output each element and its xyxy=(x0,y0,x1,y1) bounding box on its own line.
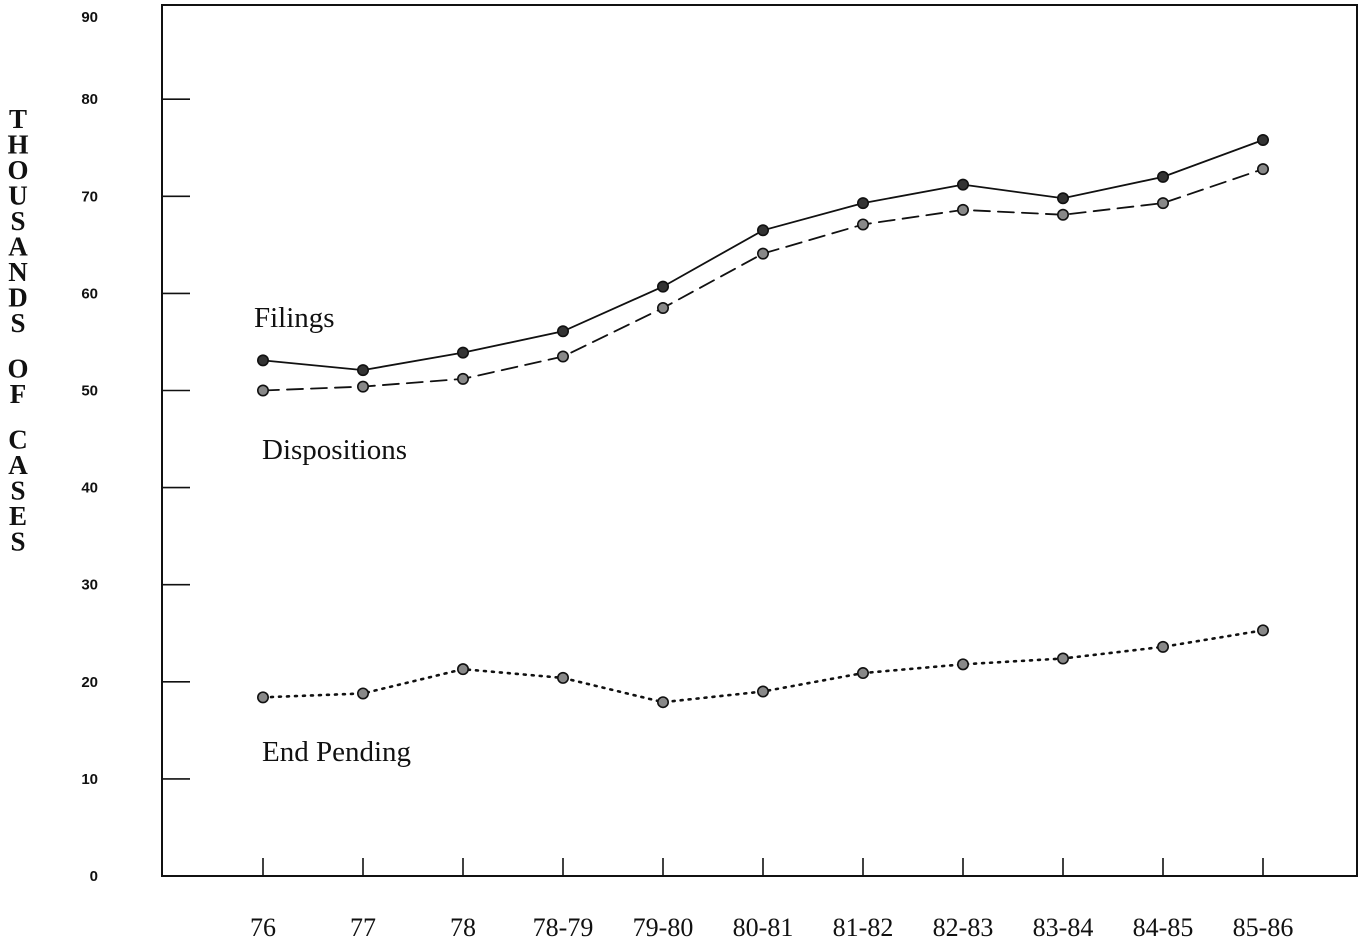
y-tick-label: 90 xyxy=(81,9,98,26)
y-axis-label-letter: O xyxy=(7,354,28,384)
y-axis-label-letter: T xyxy=(9,104,27,134)
x-tick-label: 78 xyxy=(450,913,476,942)
y-axis-label-letter: N xyxy=(8,257,28,287)
y-axis: 0 10 20 30 40 50 60 70 80 90 xyxy=(81,9,190,885)
series-0-point xyxy=(456,346,469,359)
y-axis-label-letter: S xyxy=(10,476,25,506)
x-tick-label: 76 xyxy=(250,913,276,942)
y-axis-label-letter: U xyxy=(8,181,28,211)
series-0-point xyxy=(1057,192,1070,205)
x-axis: 76 77 78 78-79 79-80 80-81 81-82 82-83 83-84 84-8… xyxy=(250,858,1293,942)
series-label: End Pending xyxy=(262,736,411,768)
series-0-point xyxy=(1157,170,1170,183)
x-tick-label: 84-85 xyxy=(1133,913,1194,942)
series-2-point xyxy=(456,663,469,676)
series-line-1 xyxy=(262,168,1264,392)
x-tick-label: 85-86 xyxy=(1233,913,1294,942)
series-0-point xyxy=(656,280,669,293)
series-2-point xyxy=(356,687,369,700)
series-1-point xyxy=(1257,163,1270,176)
series-0-point xyxy=(1257,133,1270,146)
series-2-point xyxy=(256,691,269,704)
y-axis-label-letter: C xyxy=(8,425,28,455)
series-1-point xyxy=(456,372,469,385)
y-tick-label: 10 xyxy=(81,771,98,788)
y-axis-label-letter: S xyxy=(10,206,25,236)
y-axis-label-letter: F xyxy=(10,379,27,409)
series-1-point xyxy=(356,380,369,393)
y-axis-label-letter: H xyxy=(7,130,28,160)
y-tick-label: 40 xyxy=(81,480,98,497)
y-tick-label: 0 xyxy=(90,868,98,885)
series-0-point xyxy=(356,364,369,377)
x-tick-label: 83-84 xyxy=(1033,913,1094,942)
series-0-point xyxy=(956,178,969,191)
series-1-point xyxy=(656,301,669,314)
y-axis-label-letter: S xyxy=(10,527,25,557)
y-tick-label: 70 xyxy=(81,188,98,205)
series-1-point xyxy=(256,384,269,397)
series-1-point xyxy=(556,350,569,363)
series-0-point xyxy=(256,354,269,367)
plot-frame xyxy=(161,4,1358,877)
y-axis-label-letter: E xyxy=(9,501,27,531)
x-tick-label: 81-82 xyxy=(833,913,894,942)
x-tick-label: 77 xyxy=(350,913,376,942)
series-0-point xyxy=(556,325,569,338)
series-2-point xyxy=(856,667,869,680)
y-tick-label: 80 xyxy=(81,91,98,108)
y-tick-label: 60 xyxy=(81,285,98,302)
series-2-point xyxy=(956,658,969,671)
series-1-point xyxy=(756,247,769,260)
x-tick-label: 82-83 xyxy=(933,913,994,942)
x-tick-label: 79-80 xyxy=(633,913,694,942)
y-axis-label-letter: A xyxy=(8,450,28,480)
series-labels: Filings Dispositions End Pending xyxy=(254,302,411,768)
series-0-point xyxy=(856,197,869,210)
series-1-point xyxy=(1057,208,1070,221)
series-1-point xyxy=(956,203,969,216)
series-label: Dispositions xyxy=(262,434,407,466)
y-tick-label: 20 xyxy=(81,674,98,691)
y-axis-label-letter: A xyxy=(8,232,28,262)
series-0-point xyxy=(756,224,769,237)
y-tick-label: 50 xyxy=(81,383,98,400)
series-2-point xyxy=(1057,652,1070,665)
series-2-point xyxy=(1157,640,1170,653)
x-tick-label: 78-79 xyxy=(533,913,594,942)
series-2-point xyxy=(656,696,669,709)
series-2-point xyxy=(1257,624,1270,637)
series-label: Filings xyxy=(254,302,335,334)
x-tick-label: 80-81 xyxy=(733,913,794,942)
series-1-point xyxy=(856,218,869,231)
y-axis-label-letter: O xyxy=(7,155,28,185)
series-2-point xyxy=(756,685,769,698)
y-axis-label-letter: D xyxy=(8,283,28,313)
series-2-point xyxy=(556,671,569,684)
series-1-point xyxy=(1157,197,1170,210)
y-axis-label-letter: S xyxy=(10,308,25,338)
y-tick-label: 30 xyxy=(81,577,98,594)
series-layer xyxy=(256,133,1270,709)
